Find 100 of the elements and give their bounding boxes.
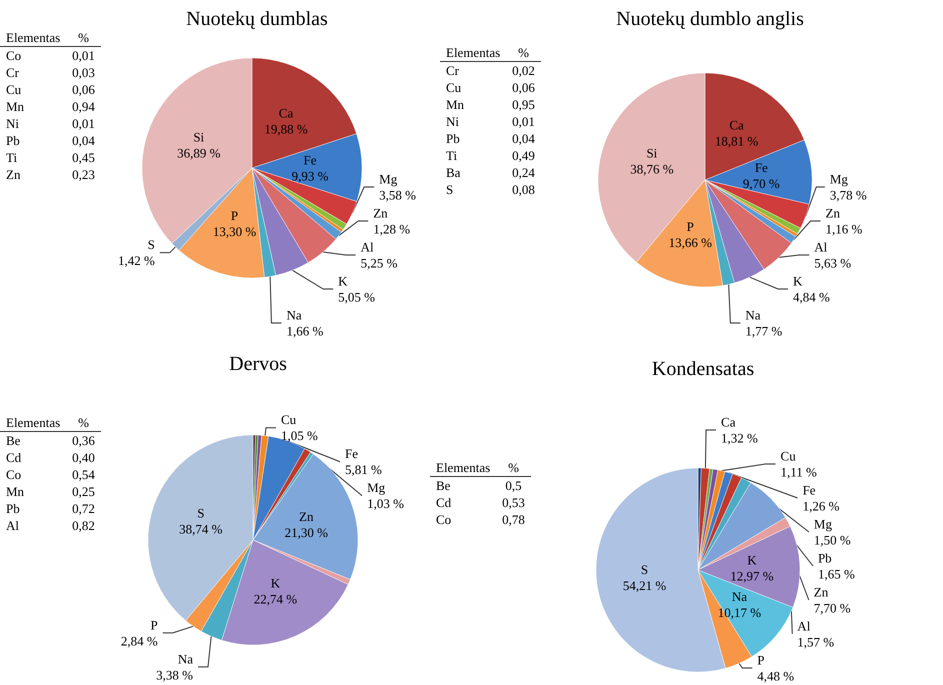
data-label: 9,70 % [742, 176, 780, 192]
data-label: 1,03 % [367, 496, 404, 512]
slice-label: Cu [780, 448, 796, 464]
data-label: 1,50 % [814, 532, 851, 548]
data-label: 2,84 % [120, 633, 158, 648]
slice-label: Fe [802, 482, 816, 498]
slice-label: Si [646, 145, 658, 160]
category-label: Co [5, 47, 22, 64]
data-label: 21,30 % [284, 524, 328, 540]
category-label: Ti [5, 149, 18, 166]
data-label: 22,74 % [254, 591, 298, 606]
data-label: 0,23 [71, 166, 96, 183]
slice-label: Al [797, 618, 811, 634]
data-label: 0,24 [511, 164, 536, 181]
data-label: 19,88 % [264, 122, 308, 137]
data-label: 0,01 [71, 115, 96, 132]
data-label: 0,54 [71, 466, 96, 483]
slice-label: Fe [754, 160, 768, 176]
slice-label: K [338, 274, 348, 288]
slice-label: Na [178, 651, 194, 666]
data-label: 1,42 % [118, 253, 155, 268]
category-label: Pb [5, 500, 21, 517]
slice-label: Mg [830, 172, 848, 186]
data-label: 1,16 % [826, 222, 863, 236]
slice-label: Zn [373, 206, 388, 220]
data-label: 0,36 [71, 432, 96, 449]
slice-label: Si [193, 130, 205, 145]
data-label: 1,57 % [797, 634, 834, 650]
data-label: 5,05 % [338, 290, 376, 304]
chart-title: Nuotekų dumblas [186, 8, 328, 30]
text: % [506, 45, 541, 62]
slice-label: K [270, 575, 281, 590]
data-label: 3,38 % [156, 667, 194, 682]
data-label: 0,5 [504, 477, 523, 494]
data-label: 0,08 [511, 181, 536, 198]
slice-label: Mg [367, 480, 386, 496]
data-label: 0,95 [511, 96, 536, 113]
data-label: 0,25 [71, 483, 96, 500]
data-label: 1,28 % [373, 222, 410, 236]
slice-label: Na [745, 308, 761, 322]
data-label: 5,63 % [814, 256, 852, 270]
text: Elementas [0, 30, 66, 46]
category-label: Al [5, 517, 20, 534]
category-label: Cr [5, 64, 20, 81]
data-label: 1,11 % [780, 464, 818, 480]
category-label: Ba [445, 164, 462, 181]
slice-label: Pb [818, 550, 832, 566]
text: Elementas [430, 460, 496, 476]
category-label: Ni [5, 115, 20, 132]
category-label: Pb [5, 132, 21, 149]
data-label: 4,48 % [757, 668, 794, 684]
data-label: 0,04 [511, 130, 536, 147]
slice-label: S [148, 237, 155, 252]
slice-label: Zn [814, 584, 829, 600]
data-label: 0,40 [71, 449, 96, 466]
data-label: 13,66 % [668, 235, 712, 250]
data-label: 12,97 % [730, 568, 774, 584]
slice-label: Ca [278, 106, 294, 121]
data-label: 5,25 % [360, 256, 398, 270]
category-label: Ni [445, 113, 460, 130]
category-label: Co [435, 511, 452, 528]
data-label: 1,77 % [745, 324, 782, 338]
category-label: Cu [5, 81, 22, 98]
category-label: Cu [445, 79, 462, 96]
data-label: 0,06 [511, 79, 536, 96]
text: Elementas [440, 45, 506, 62]
slice-label: Na [732, 589, 748, 604]
data-label: 0,45 [71, 149, 96, 166]
slice-label: Ca [729, 118, 744, 133]
slice-label: Al [814, 240, 828, 254]
category-label: Mn [5, 483, 26, 500]
category-label: Ti [445, 147, 458, 164]
slice-label: P [757, 652, 764, 668]
slice-label: Mg [814, 516, 832, 532]
slice-label: Cu [280, 412, 297, 428]
data-label: 0,94 [71, 98, 96, 115]
slice-label: Fe [304, 152, 317, 168]
data-label: 0,49 [511, 147, 536, 164]
data-label: 54,21 % [622, 578, 666, 593]
data-label: 7,70 % [814, 600, 851, 616]
data-label: 9,93 % [292, 168, 329, 184]
slice-label: P [150, 617, 158, 632]
data-label: 0,02 [511, 62, 536, 79]
category-label: Be [5, 432, 22, 449]
category-label: S [445, 181, 454, 198]
data-label: 0,01 [71, 47, 96, 64]
chart-title: Dervos [229, 353, 288, 375]
data-label: 5,81 % [344, 462, 382, 478]
category-label: Mn [445, 96, 466, 113]
data-label: 0,03 [71, 64, 96, 81]
category-label: Cd [435, 494, 452, 511]
data-label: 0,72 [71, 500, 96, 517]
slice-label: S [197, 506, 204, 521]
slice-label: K [747, 552, 758, 568]
data-label: 38,74 % [179, 522, 223, 537]
data-label: 1,26 % [802, 498, 840, 514]
slice-label: K [792, 274, 803, 288]
data-label: 13,30 % [212, 224, 256, 239]
data-label: 1,32 % [721, 430, 758, 446]
data-label: 0,53 [501, 494, 526, 511]
